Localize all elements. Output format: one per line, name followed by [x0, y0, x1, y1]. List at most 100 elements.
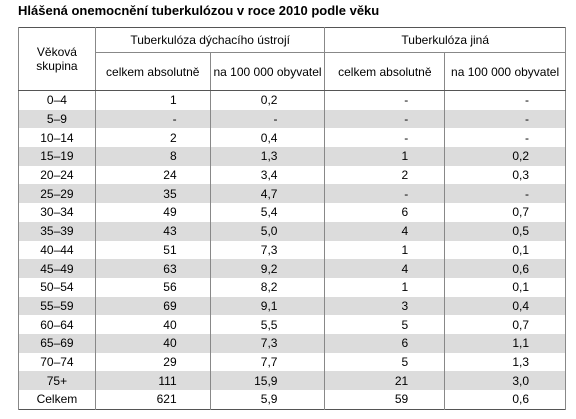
table-cell: 9,2	[209, 259, 326, 278]
table-row: 0–4 1 0,2- -	[18, 90, 566, 110]
row-label: 60–64	[18, 315, 96, 334]
table-row: 40–44 51 7,3 1 0,1	[18, 240, 566, 260]
table-cell: 21	[324, 371, 446, 390]
table-cell: 6	[324, 333, 446, 353]
sub-header: na 100 000 obyvatel	[444, 52, 566, 91]
table-cell: 40	[94, 315, 211, 334]
table-cell: 0,3	[444, 165, 566, 185]
table-cell: 0,2	[444, 147, 566, 166]
table-row: 55–59 69 9,1 3 0,4	[18, 296, 566, 316]
table-cell: 63	[94, 259, 211, 278]
table-cell: -	[444, 109, 566, 129]
table-body: 0–4 1 0,2- -5–9- - - -10–14 2 0,4- -15–19 8 1,3 1 0,2…	[18, 90, 566, 410]
table-cell: 1	[94, 90, 211, 110]
row-label: 50–54	[18, 277, 96, 297]
sub-header: celkem absolutně	[94, 52, 211, 91]
table-row: 35–39 43 5,0 4 0,5	[18, 221, 566, 241]
row-label: 40–44	[18, 240, 96, 260]
table: Věková skupina Tuberkulóza dýchacího úst…	[18, 27, 566, 410]
table-cell: 5	[324, 315, 446, 334]
table-cell: 7,3	[209, 333, 326, 353]
table-cell: 7,3	[209, 240, 326, 260]
table-cell: 0,6	[444, 390, 566, 410]
group-header: Tuberkulóza dýchacího ústrojí	[94, 27, 326, 53]
table-cell: -	[324, 128, 446, 148]
table-cell: 0,7	[444, 315, 566, 334]
row-label: 65–69	[18, 333, 96, 353]
table-row: 10–14 2 0,4- -	[18, 128, 566, 148]
table-cell: 0,5	[444, 221, 566, 241]
table-cell: 35	[94, 184, 211, 204]
row-label: 75+	[18, 371, 96, 390]
table-row: 25–29 35 4,7- -	[18, 184, 566, 204]
table-cell: 5,0	[209, 221, 326, 241]
table-cell: 15,9	[209, 371, 326, 390]
table-row: 70–74 29 7,7 5 1,3	[18, 352, 566, 372]
table-row: 65–69 40 7,3 6 1,1	[18, 333, 566, 353]
table-cell: 5	[324, 352, 446, 372]
table-cell: 2	[324, 165, 446, 185]
table-cell: 59	[324, 390, 446, 410]
row-label: 70–74	[18, 352, 96, 372]
table-cell: 5,4	[209, 203, 326, 222]
table-cell: 4	[324, 221, 446, 241]
table-row: 75+ 111 15,9 21 3,0	[18, 371, 566, 390]
row-label: 55–59	[18, 296, 96, 316]
table-cell: 3,4	[209, 165, 326, 185]
table-cell: 1,3	[444, 352, 566, 372]
table-cell: -	[444, 128, 566, 148]
row-label: 25–29	[18, 184, 96, 204]
row-label: 5–9	[18, 109, 96, 129]
table-row: 45–49 63 9,2 4 0,6	[18, 259, 566, 278]
sub-header: na 100 000 obyvatel	[209, 52, 326, 91]
table-row: 50–54 56 8,2 1 0,1	[18, 277, 566, 297]
table-cell: 8	[94, 147, 211, 166]
table-cell: 3,0	[444, 371, 566, 390]
table-cell: 5,9	[209, 390, 326, 410]
table-cell: 1,3	[209, 147, 326, 166]
table-row: 60–64 40 5,5 5 0,7	[18, 315, 566, 334]
table-cell: 621	[94, 390, 211, 410]
group-header: Tuberkulóza jiná	[324, 27, 566, 53]
table-cell: 7,7	[209, 352, 326, 372]
table-cell: 1	[324, 277, 446, 297]
row-label: 15–19	[18, 147, 96, 166]
table-cell: -	[94, 109, 211, 129]
table-cell: 40	[94, 333, 211, 353]
table-cell: 0,7	[444, 203, 566, 222]
table-row: 15–19 8 1,3 1 0,2	[18, 147, 566, 166]
table-row: 5–9- - - -	[18, 109, 566, 129]
row-label: 30–34	[18, 203, 96, 222]
table-cell: 56	[94, 277, 211, 297]
table-cell: 0,4	[444, 296, 566, 316]
table-cell: 8,2	[209, 277, 326, 297]
table-cell: 1	[324, 240, 446, 260]
table-cell: -	[324, 90, 446, 110]
table-cell: 43	[94, 221, 211, 241]
table-cell: -	[324, 184, 446, 204]
table-cell: 1	[324, 147, 446, 166]
table-cell: -	[209, 109, 326, 129]
row-label: 20–24	[18, 165, 96, 185]
row-label: 35–39	[18, 221, 96, 241]
table-cell: 4,7	[209, 184, 326, 204]
table-cell: 5,5	[209, 315, 326, 334]
table-cell: -	[444, 90, 566, 110]
table-row: 20–24 24 3,4 2 0,3	[18, 165, 566, 185]
table-cell: 2	[94, 128, 211, 148]
table-cell: 29	[94, 352, 211, 372]
table-cell: 0,2	[209, 90, 326, 110]
table-cell: 24	[94, 165, 211, 185]
table-cell: 0,1	[444, 277, 566, 297]
row-label: 45–49	[18, 259, 96, 278]
table-cell: 0,4	[209, 128, 326, 148]
table-cell: 1,1	[444, 333, 566, 353]
row-label: 0–4	[18, 90, 96, 110]
table-cell: 9,1	[209, 296, 326, 316]
row-label: Celkem	[18, 390, 96, 410]
table-cell: 111	[94, 371, 211, 390]
table-row: Celkem 621 5,9 59 0,6	[18, 390, 566, 410]
table-row: 30–34 49 5,4 6 0,7	[18, 203, 566, 222]
title: Hlášená onemocnění tuberkulózou v roce 2…	[18, 3, 380, 18]
table-cell: 4	[324, 259, 446, 278]
